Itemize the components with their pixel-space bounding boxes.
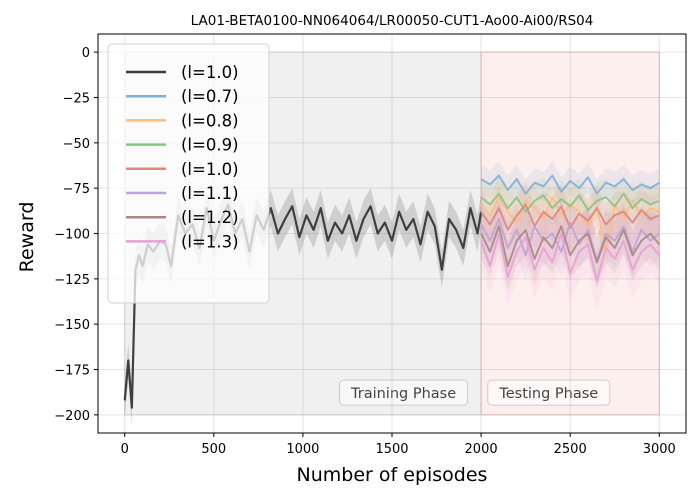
legend-label: (l=1.3) <box>181 232 239 251</box>
confidence-band <box>481 200 660 292</box>
series-line <box>480 225 661 268</box>
y-tick-label: −125 <box>54 273 90 288</box>
x-tick-label: 1000 <box>286 442 319 457</box>
y-tick-label: −50 <box>63 137 90 152</box>
legend-box <box>107 43 270 304</box>
y-axis-title: Reward <box>16 202 38 273</box>
phase-label-group: Testing Phase <box>487 379 611 406</box>
legend-label: (l=0.9) <box>181 136 239 155</box>
legend-label: (l=1.0) <box>181 160 239 179</box>
x-tick-label: 3000 <box>643 442 676 457</box>
y-tick-label: −100 <box>54 228 90 243</box>
y-tick-label: −150 <box>54 318 90 333</box>
legend-label: (l=1.2) <box>181 208 239 227</box>
y-tick-label: −25 <box>63 91 90 106</box>
phase-label: Testing Phase <box>498 386 598 402</box>
series-line <box>480 203 660 231</box>
axis-ticks: 0 500 1000 1500 2000 2500 3000 0 −25 −50 −75 −100 −1… <box>54 46 676 457</box>
x-tick-label: 0 <box>121 442 129 457</box>
series-line <box>480 196 660 253</box>
chart-title: LA01-BETA0100-NN064064/LR00050-CUT1-Ao00… <box>191 13 594 29</box>
y-tick-label: −75 <box>63 182 90 197</box>
series-line <box>480 192 660 213</box>
legend-label: (l=1.1) <box>181 184 239 203</box>
confidence-band <box>481 160 660 209</box>
legend-label: (l=1.0) <box>181 63 239 82</box>
series-line <box>480 174 660 195</box>
legend: (l=1.0) (l=0.7) (l=0.8) (l=0.9) (l=1.0) (l=1.… <box>107 43 270 304</box>
y-tick-label: 0 <box>82 46 90 61</box>
y-tick-label: −175 <box>54 364 90 379</box>
phase-label-box <box>339 379 469 406</box>
series-line <box>480 232 661 282</box>
x-tick-label: 1500 <box>375 442 408 457</box>
x-tick-label: 2000 <box>465 442 498 457</box>
legend-label: (l=0.7) <box>181 87 239 106</box>
x-tick-label: 2500 <box>554 442 587 457</box>
phase-label: Training Phase <box>350 386 456 402</box>
legend-label: (l=0.8) <box>181 111 239 130</box>
phase-regions: Training Phase Testing Phase <box>124 51 660 416</box>
phase-region <box>480 51 660 416</box>
phase-label-box <box>487 379 611 406</box>
phase-label-group: Training Phase <box>339 379 469 406</box>
x-tick-label: 500 <box>201 442 226 457</box>
y-tick-label: −200 <box>54 409 90 424</box>
x-axis-title: Number of episodes <box>297 464 488 486</box>
series-line <box>480 217 660 262</box>
